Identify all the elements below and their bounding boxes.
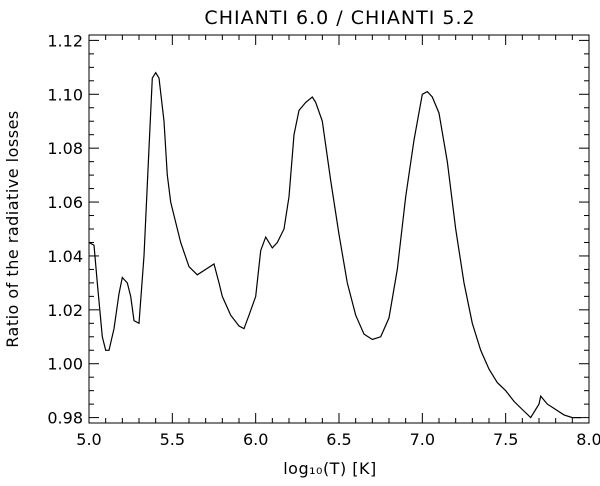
- y-tick-label: 1.12: [47, 31, 83, 50]
- x-tick-label: 6.0: [243, 430, 268, 449]
- y-tick-label: 0.98: [47, 409, 83, 428]
- x-tick-label: 7.5: [493, 430, 518, 449]
- x-tick-label: 5.0: [76, 430, 101, 449]
- chart-title: CHIANTI 6.0 / CHIANTI 5.2: [204, 7, 475, 29]
- plot-frame: [88, 34, 590, 424]
- y-tick-label: 1.10: [47, 85, 83, 104]
- y-tick-label: 1.06: [47, 193, 83, 212]
- x-tick-label: 6.5: [326, 430, 351, 449]
- x-tick-label: 5.5: [160, 430, 185, 449]
- y-tick-label: 1.08: [47, 139, 83, 158]
- x-axis-label: log₁₀(T) [K]: [283, 459, 377, 478]
- x-tick-label: 7.0: [410, 430, 435, 449]
- series-line: [88, 71, 581, 419]
- tick-labels: 5.0 5.5 6.0 6.5 7.0 7.5 8.0 0.98 1.00 1.02 1.04 1.0…: [47, 31, 600, 449]
- y-axis-label: Ratio of the radiative losses: [3, 110, 22, 348]
- axis-ticks: [88, 35, 590, 423]
- x-tick-label: 8.0: [576, 430, 600, 449]
- y-tick-label: 1.04: [47, 247, 83, 266]
- y-tick-label: 1.00: [47, 355, 83, 374]
- y-tick-label: 1.02: [47, 301, 83, 320]
